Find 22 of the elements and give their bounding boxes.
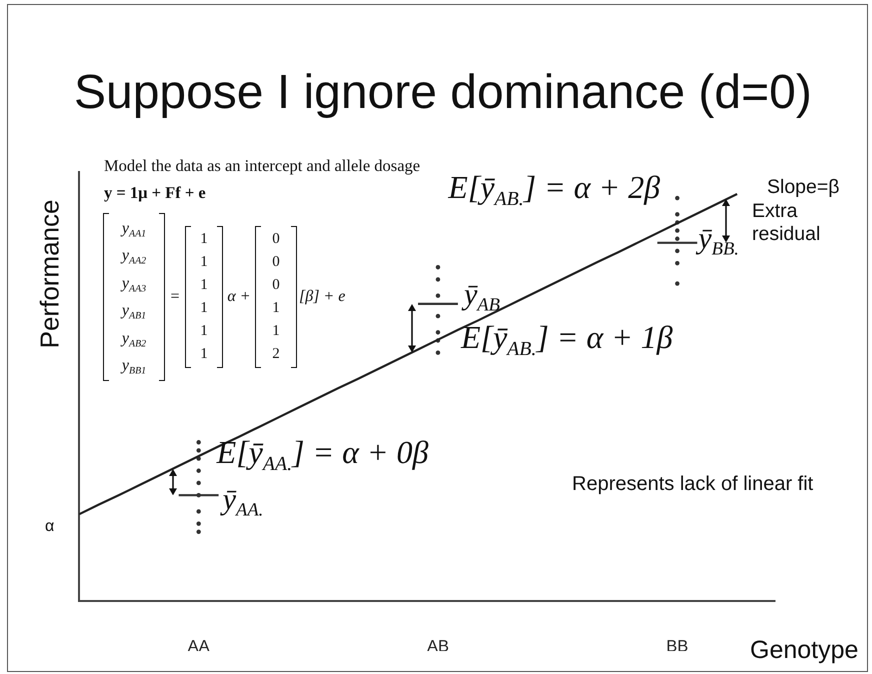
annotation: E[ȳ$_{AB.}$] = α + 1β [460,319,673,360]
annotation: [β] + e [298,288,346,306]
annotation: α + [226,288,252,306]
text: y$_{AA1}$ y$_{AA2}$ y$_{AA3}$ y$_{AB1}$ y$_{AB2}$ y$_{BB1}$ [122,220,146,376]
annotation: 0 0 0 1 1 2 [271,230,281,364]
annotation: Extra residual [752,200,822,246]
x-tick-label: AA [188,637,210,656]
annotation: ȳ$_{BB.}$ [698,222,739,260]
annotation: ȳ$_{AA.}$ [222,482,264,520]
annotation: E[ȳ$_{AB.}$] = α + 2β [448,168,660,210]
annotation: E[ȳ$_{AA.}$] = α + 0β [216,434,428,475]
annotation: = [169,288,181,306]
annotation: ȳ$_{AB}$ [464,278,500,316]
chart-title: Suppose I ignore dominance (d=0) [74,64,812,120]
annotation: Slope=β [767,176,840,198]
x-axis-title: Genotype [750,636,858,664]
annotation: 1 1 1 1 1 1 [199,230,209,364]
text: Model the data as an intercept and allele dosage [104,156,420,176]
y-axis-title: Performance [34,200,65,348]
annotation: y = 1μ + Ff + e [104,182,206,202]
text: α [45,518,54,536]
annotation: Represents lack of linear fit [572,472,814,496]
